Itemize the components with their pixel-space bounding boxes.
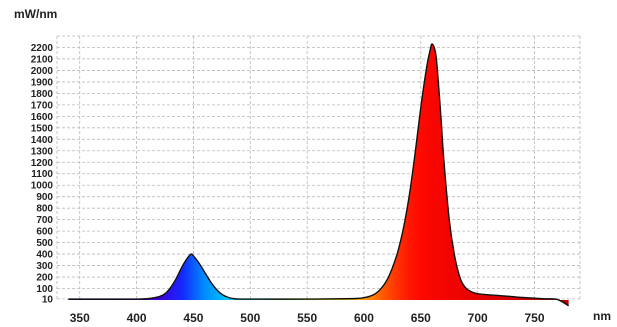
x-axis-label: nm [593, 309, 611, 323]
y-tick-label: 600 [36, 227, 53, 238]
y-axis-label: mW/nm [14, 7, 57, 21]
y-tick-label: 100 [36, 284, 53, 295]
y-tick-label: 700 [36, 215, 53, 226]
x-tick-label: 700 [468, 311, 488, 325]
x-tick-label: 500 [240, 311, 260, 325]
y-tick-label: 2000 [31, 66, 54, 77]
x-tick-label: 750 [525, 311, 545, 325]
y-tick-label: 2100 [31, 54, 54, 65]
y-tick-label: 300 [36, 261, 53, 272]
spectrum-area [68, 43, 569, 306]
y-tick-label: 1100 [31, 169, 53, 180]
y-tick-label: 500 [36, 238, 53, 249]
x-tick-label: 550 [297, 311, 317, 325]
y-tick-label: 10 [42, 294, 54, 305]
y-tick-label: 1600 [31, 112, 54, 123]
y-tick-label: 800 [36, 204, 53, 215]
x-tick-label: 400 [127, 311, 147, 325]
y-tick-label: 400 [36, 250, 53, 261]
y-tick-label: 2200 [31, 43, 54, 54]
y-tick-label: 1000 [31, 181, 54, 192]
y-tick-label: 200 [36, 273, 53, 284]
x-tick-label: 450 [183, 311, 203, 325]
y-tick-label: 900 [36, 192, 53, 203]
y-tick-labels: 1010020030040050060070080090010001100120… [31, 43, 54, 305]
y-tick-label: 1700 [31, 100, 54, 111]
y-tick-label: 1500 [31, 123, 54, 134]
x-tick-labels: 350 400 450 500 550 600 650 700 750 [70, 311, 545, 325]
spectrum-line [68, 43, 569, 307]
grid-lines [56, 35, 581, 300]
y-tick-label: 1300 [31, 146, 54, 157]
y-tick-label: 1400 [31, 135, 54, 146]
y-tick-label: 1800 [31, 89, 54, 100]
x-tick-label: 600 [354, 311, 374, 325]
y-tick-label: 1900 [31, 77, 54, 88]
x-tick-label: 350 [70, 311, 90, 325]
x-tick-label: 650 [411, 311, 431, 325]
y-tick-label: 1200 [31, 158, 54, 169]
